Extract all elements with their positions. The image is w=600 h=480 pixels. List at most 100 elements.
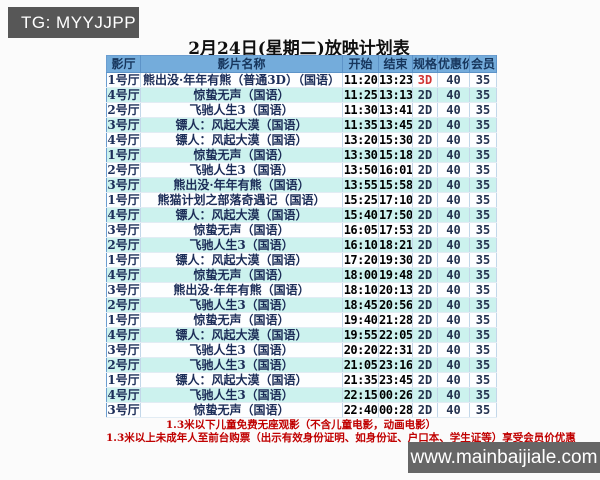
hall-cell: 3号厅 <box>106 402 141 418</box>
end-cell: 19:48 <box>378 267 413 283</box>
price-cell: 40 <box>437 72 470 88</box>
start-cell: 22:15 <box>342 387 379 403</box>
table-row: 1号厅 惊蛰无声（国语） 13:30 15:18 2D 40 35 <box>106 147 497 163</box>
member-cell: 35 <box>469 207 497 223</box>
table-row: 4号厅 惊蛰无声（国语） 11:25 13:13 2D 40 35 <box>106 87 497 103</box>
hall-cell: 1号厅 <box>106 72 141 88</box>
header-row: 影厅 影片名称 开始 结束 规格 优惠价 会员 <box>106 55 497 73</box>
start-cell: 17:20 <box>342 252 379 268</box>
start-cell: 11:30 <box>342 102 379 118</box>
table-row: 1号厅 镖人：风起大漠（国语） 17:20 19:30 2D 40 35 <box>106 252 497 268</box>
header-price: 优惠价 <box>437 55 470 73</box>
price-cell: 40 <box>437 252 470 268</box>
price-cell: 40 <box>437 117 470 133</box>
table-row: 3号厅 飞驰人生3（国语） 20:20 22:31 2D 40 35 <box>106 342 497 358</box>
format-cell: 2D <box>412 117 438 133</box>
start-cell: 11:20 <box>342 72 379 88</box>
site-watermark-badge: www.mainbaijiale.com <box>408 442 600 473</box>
end-cell: 13:23 <box>378 72 413 88</box>
format-cell: 2D <box>412 222 438 238</box>
film-cell: 熊出没·年年有熊（普通3D）（国语） <box>140 72 343 88</box>
format-cell: 2D <box>412 132 438 148</box>
hall-cell: 2号厅 <box>106 357 141 373</box>
start-cell: 18:10 <box>342 282 379 298</box>
format-cell: 2D <box>412 177 438 193</box>
table-row: 4号厅 镖人：风起大漠（国语） 13:20 15:30 2D 40 35 <box>106 132 497 148</box>
table-row: 4号厅 镖人：风起大漠（国语） 19:55 22:05 2D 40 35 <box>106 327 497 343</box>
end-cell: 15:18 <box>378 147 413 163</box>
end-cell: 13:41 <box>378 102 413 118</box>
start-cell: 15:40 <box>342 207 379 223</box>
hall-cell: 3号厅 <box>106 282 141 298</box>
start-cell: 15:25 <box>342 192 379 208</box>
end-cell: 23:16 <box>378 357 413 373</box>
member-cell: 35 <box>469 387 497 403</box>
note-minors: 1.3米以上未成年人至前台购票（出示有效身份证明、如身份证、户口本、学生证等）享… <box>106 432 576 444</box>
end-cell: 00:28 <box>378 402 413 418</box>
header-format: 规格 <box>412 55 438 73</box>
hall-cell: 1号厅 <box>106 192 141 208</box>
film-cell: 飞驰人生3（国语） <box>140 342 343 358</box>
member-cell: 35 <box>469 147 497 163</box>
schedule-header: 影厅 影片名称 开始 结束 规格 优惠价 会员 <box>106 55 497 73</box>
end-cell: 23:45 <box>378 372 413 388</box>
film-cell: 惊蛰无声（国语） <box>140 87 343 103</box>
price-cell: 40 <box>437 327 470 343</box>
hall-cell: 1号厅 <box>106 312 141 328</box>
table-row: 2号厅 飞驰人生3（国语） 13:50 16:01 2D 40 35 <box>106 162 497 178</box>
price-cell: 40 <box>437 387 470 403</box>
page-title: 2月24日(星期二)放映计划表 <box>188 39 410 59</box>
price-cell: 40 <box>437 222 470 238</box>
end-cell: 20:56 <box>378 297 413 313</box>
price-cell: 40 <box>437 402 470 418</box>
film-cell: 镖人：风起大漠（国语） <box>140 327 343 343</box>
price-cell: 40 <box>437 147 470 163</box>
format-cell: 2D <box>412 207 438 223</box>
start-cell: 11:25 <box>342 87 379 103</box>
price-cell: 40 <box>437 267 470 283</box>
format-cell: 2D <box>412 327 438 343</box>
hall-cell: 2号厅 <box>106 162 141 178</box>
table-row: 3号厅 熊出没·年年有熊（国语） 13:55 15:58 2D 40 35 <box>106 177 497 193</box>
format-cell: 2D <box>412 342 438 358</box>
start-cell: 13:30 <box>342 147 379 163</box>
hall-cell: 2号厅 <box>106 237 141 253</box>
header-film: 影片名称 <box>140 55 343 73</box>
film-cell: 惊蛰无声（国语） <box>140 147 343 163</box>
end-cell: 19:30 <box>378 252 413 268</box>
end-cell: 18:21 <box>378 237 413 253</box>
member-cell: 35 <box>469 117 497 133</box>
table-row: 2号厅 飞驰人生3（国语） 16:10 18:21 2D 40 35 <box>106 237 497 253</box>
price-cell: 40 <box>437 312 470 328</box>
member-cell: 35 <box>469 237 497 253</box>
member-cell: 35 <box>469 297 497 313</box>
hall-cell: 3号厅 <box>106 117 141 133</box>
format-cell: 2D <box>412 402 438 418</box>
hall-cell: 2号厅 <box>106 102 141 118</box>
film-cell: 惊蛰无声（国语） <box>140 402 343 418</box>
member-cell: 35 <box>469 87 497 103</box>
end-cell: 16:01 <box>378 162 413 178</box>
member-cell: 35 <box>469 267 497 283</box>
member-cell: 35 <box>469 327 497 343</box>
member-cell: 35 <box>469 372 497 388</box>
film-cell: 飞驰人生3（国语） <box>140 162 343 178</box>
end-cell: 15:58 <box>378 177 413 193</box>
hall-cell: 3号厅 <box>106 177 141 193</box>
table-row: 3号厅 惊蛰无声（国语） 22:40 00:28 2D 40 35 <box>106 402 497 418</box>
hall-cell: 1号厅 <box>106 252 141 268</box>
start-cell: 16:10 <box>342 237 379 253</box>
format-cell: 2D <box>412 282 438 298</box>
price-cell: 40 <box>437 357 470 373</box>
film-cell: 镖人：风起大漠（国语） <box>140 117 343 133</box>
member-cell: 35 <box>469 192 497 208</box>
table-row: 4号厅 飞驰人生3（国语） 22:15 00:26 2D 40 35 <box>106 387 497 403</box>
tg-watermark-badge: TG: MYYJJPP <box>8 7 139 38</box>
format-cell: 2D <box>412 237 438 253</box>
format-cell: 3D <box>412 72 438 88</box>
hall-cell: 1号厅 <box>106 372 141 388</box>
hall-cell: 4号厅 <box>106 387 141 403</box>
start-cell: 20:20 <box>342 342 379 358</box>
price-cell: 40 <box>437 162 470 178</box>
